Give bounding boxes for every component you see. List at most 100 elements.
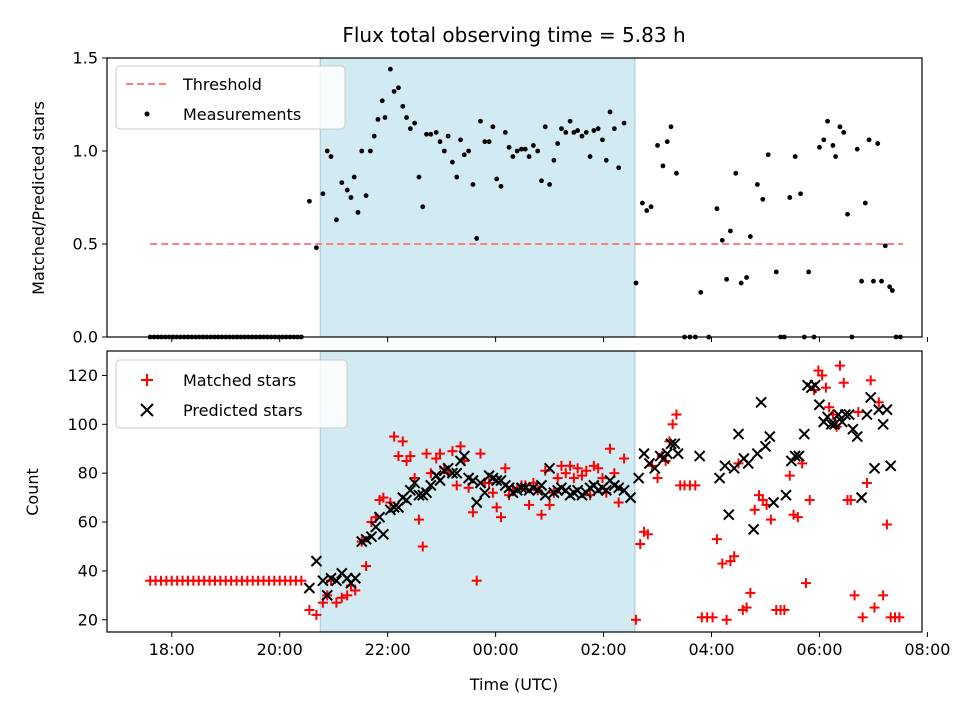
ratio-y-tick-label: 1.5 bbox=[73, 49, 98, 68]
count-y-tick-label: 100 bbox=[67, 415, 98, 434]
measurement-point bbox=[719, 237, 725, 243]
matched-point bbox=[413, 514, 424, 525]
measurement-point bbox=[587, 154, 593, 159]
x-tick-label: 04:00 bbox=[688, 640, 734, 659]
predicted-point bbox=[373, 511, 386, 523]
x-tick-label: 20:00 bbox=[257, 640, 303, 659]
measurement-point bbox=[450, 159, 455, 165]
measurement-point bbox=[787, 195, 793, 200]
measurement-point bbox=[498, 183, 504, 189]
matched-point bbox=[721, 614, 732, 625]
measurement-point bbox=[859, 278, 864, 284]
measurement-point bbox=[821, 137, 827, 143]
measurement-point bbox=[575, 128, 581, 133]
matched-point bbox=[667, 419, 678, 430]
matched-point bbox=[389, 431, 400, 442]
predicted-point bbox=[723, 509, 735, 521]
measurement-point bbox=[428, 131, 434, 137]
measurement-point bbox=[400, 103, 406, 109]
matched-point bbox=[745, 587, 756, 598]
predicted-point bbox=[388, 501, 400, 514]
measurement-point bbox=[845, 211, 850, 217]
measurement-point bbox=[825, 118, 830, 124]
predicted-point bbox=[377, 528, 390, 540]
measurement-point bbox=[519, 146, 524, 152]
matched-point bbox=[540, 465, 551, 476]
predicted-point bbox=[515, 482, 528, 494]
measurement-point bbox=[502, 130, 508, 135]
matched-point bbox=[838, 377, 849, 388]
measurement-point bbox=[607, 109, 613, 115]
predicted-point bbox=[868, 462, 881, 474]
matched-point bbox=[857, 612, 868, 623]
measurement-point bbox=[396, 85, 401, 91]
matched-point bbox=[817, 370, 828, 381]
x-axis-label: Time (UTC) bbox=[469, 675, 558, 694]
matched-point bbox=[405, 451, 416, 462]
measurement-point bbox=[621, 120, 627, 126]
predicted-point bbox=[789, 450, 801, 462]
matched-point bbox=[565, 460, 576, 471]
predicted-point bbox=[813, 399, 826, 411]
measurement-point bbox=[367, 148, 373, 154]
measurement-point bbox=[375, 116, 381, 122]
matched-point bbox=[619, 453, 630, 464]
matched-point bbox=[630, 614, 641, 625]
predicted-point bbox=[543, 462, 556, 474]
measurement-point bbox=[854, 146, 860, 152]
x-tick-label: 22:00 bbox=[365, 640, 411, 659]
measurement-point bbox=[348, 195, 354, 200]
measurement-point bbox=[441, 148, 447, 154]
predicted-point bbox=[413, 489, 425, 501]
measurement-point bbox=[579, 133, 585, 139]
matched-point bbox=[311, 609, 322, 620]
measurement-point bbox=[339, 180, 345, 186]
predicted-point bbox=[884, 460, 897, 472]
measurement-point bbox=[535, 148, 541, 154]
measurement-point bbox=[547, 182, 552, 187]
predicted-point bbox=[809, 379, 821, 391]
matched-point bbox=[800, 578, 811, 589]
matched-point bbox=[455, 441, 466, 452]
predicted-point bbox=[317, 574, 329, 587]
measurement-point bbox=[698, 289, 704, 295]
matched-point bbox=[536, 509, 547, 520]
matched-point bbox=[581, 465, 592, 476]
measurement-point bbox=[333, 217, 339, 223]
measurement-point bbox=[382, 115, 388, 120]
predicted-point bbox=[471, 496, 483, 509]
matched-point bbox=[597, 473, 608, 484]
predicted-point bbox=[638, 447, 650, 460]
measurement-point bbox=[833, 154, 839, 159]
chart-title: Flux total observing time = 5.83 h bbox=[342, 23, 685, 47]
x-tick-label: 02:00 bbox=[581, 640, 627, 659]
ratio-legend: Threshold Measurements bbox=[115, 65, 346, 130]
predicted-point bbox=[539, 489, 551, 501]
predicted-point bbox=[719, 460, 731, 472]
predicted-point bbox=[490, 474, 503, 487]
predicted-point bbox=[425, 479, 437, 492]
measurement-point bbox=[344, 187, 350, 193]
measurement-point bbox=[871, 278, 876, 284]
measurement-point bbox=[754, 182, 760, 187]
matched-point bbox=[671, 409, 682, 420]
ratio-y-tick-label: 0.0 bbox=[73, 328, 98, 347]
matched-legend-label: Matched stars bbox=[183, 371, 296, 390]
matched-point bbox=[749, 504, 760, 515]
measurement-point bbox=[407, 126, 413, 132]
matched-point bbox=[447, 446, 458, 457]
count-legend: Matched stars Predicted stars bbox=[115, 359, 348, 429]
measurement-point bbox=[668, 124, 674, 130]
measurement-point bbox=[571, 130, 577, 135]
predicted-point bbox=[330, 574, 343, 587]
predicted-point bbox=[458, 450, 471, 462]
predicted-point bbox=[446, 467, 459, 479]
measurement-point bbox=[862, 200, 868, 206]
matched-point bbox=[792, 512, 803, 523]
measurement-point bbox=[474, 236, 480, 241]
predicted-point bbox=[661, 447, 673, 460]
measurement-point bbox=[539, 178, 544, 184]
measurement-point bbox=[583, 130, 589, 135]
matched-point bbox=[779, 605, 790, 616]
